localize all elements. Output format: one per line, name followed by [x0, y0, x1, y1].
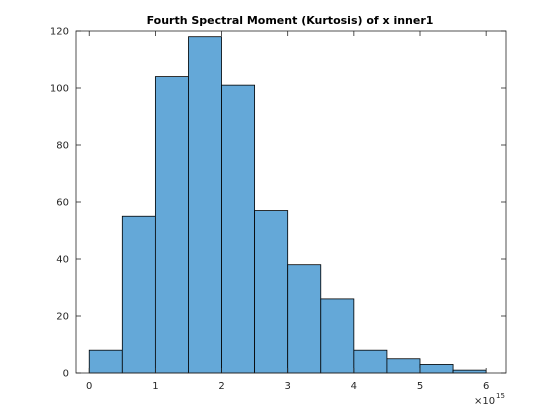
x-exponent-base: ×10 — [474, 396, 495, 407]
histogram-bar — [154, 76, 189, 374]
y-tick-label: 100 — [50, 84, 69, 95]
histogram-bar — [320, 298, 355, 374]
histogram-bar — [452, 369, 487, 374]
y-tick-label: 60 — [56, 198, 69, 209]
histogram-bar — [254, 210, 289, 374]
bars-group — [88, 36, 487, 374]
histogram-bar — [419, 364, 454, 374]
x-axis-exponent: ×10 15 — [474, 392, 505, 407]
histogram-bar — [188, 36, 222, 374]
y-tick-label: 40 — [56, 255, 69, 266]
x-tick-label: 4 — [351, 381, 357, 392]
x-tick-label: 6 — [483, 381, 489, 392]
x-exponent-power: 15 — [496, 392, 505, 400]
x-tick-label: 5 — [417, 381, 423, 392]
histogram-bar — [386, 358, 421, 374]
chart-title: Fourth Spectral Moment (Kurtosis) of x i… — [147, 14, 434, 27]
histogram-bar — [287, 264, 322, 374]
x-tick-label: 2 — [218, 381, 224, 392]
histogram-bar — [121, 215, 156, 374]
y-tick-label: 120 — [50, 27, 69, 38]
histogram-bar — [221, 84, 256, 374]
histogram-bar — [353, 349, 388, 374]
x-tick-label: 0 — [86, 381, 92, 392]
y-tick-label: 80 — [56, 141, 69, 152]
y-tick-label: 20 — [56, 312, 69, 323]
x-tick-label: 1 — [152, 381, 158, 392]
x-tick-label: 3 — [285, 381, 291, 392]
y-tick-label: 0 — [63, 369, 69, 380]
histogram-bar — [88, 349, 123, 374]
